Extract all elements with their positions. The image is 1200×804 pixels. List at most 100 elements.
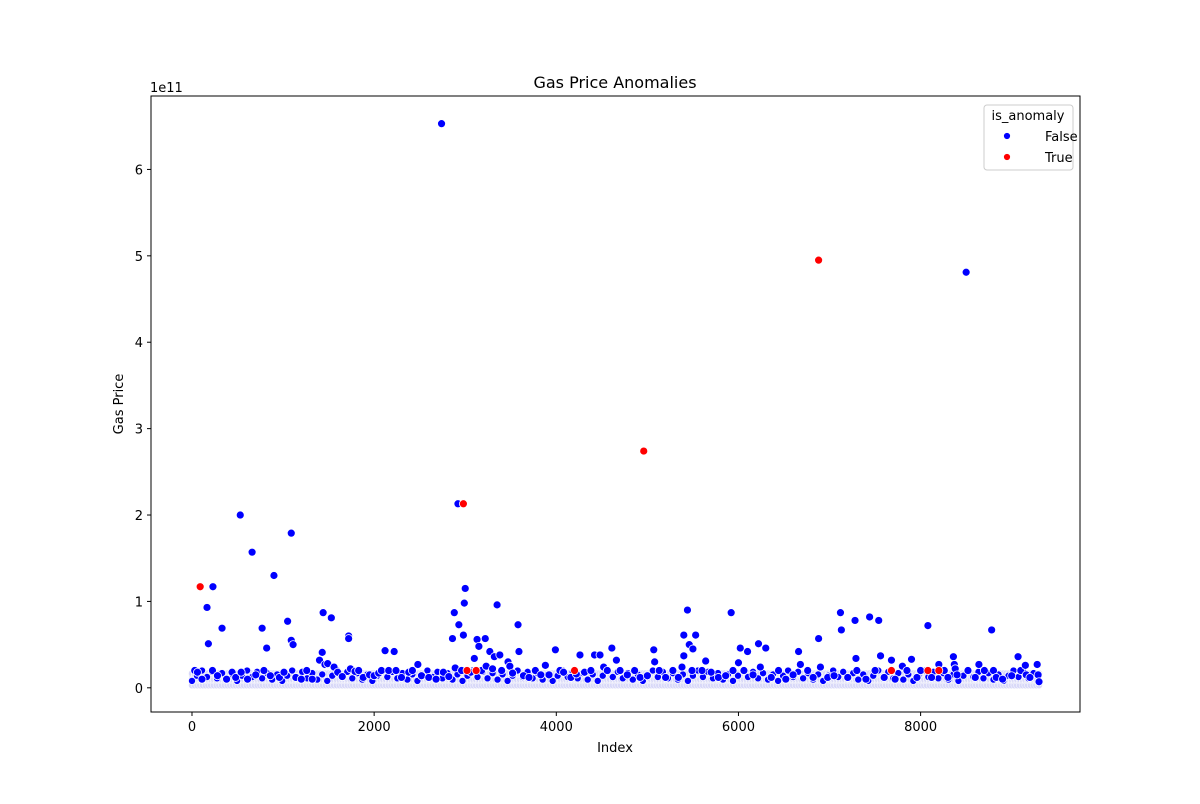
data-point-false [431, 674, 441, 684]
data-point-true [570, 666, 579, 675]
data-point-false [766, 673, 776, 682]
y-tick-label: 3 [135, 423, 143, 438]
data-point-false [979, 666, 989, 675]
data-point-false [559, 667, 568, 677]
data-point-false [222, 674, 231, 684]
data-point-true [639, 446, 649, 456]
data-point-false [193, 667, 202, 677]
y-tick-label: 2 [135, 509, 143, 524]
legend-label-false: False [1045, 130, 1078, 145]
y-tick-label: 6 [135, 163, 143, 178]
data-point-false [861, 674, 871, 684]
data-point-true [887, 666, 896, 675]
data-point-false [907, 654, 916, 664]
axes-layer: 0 2000 4000 6000 8000 0 1 2 3 4 5 6 [135, 95, 1081, 735]
data-point-false [1013, 652, 1023, 662]
data-point-false [803, 666, 813, 675]
data-point-false [739, 666, 749, 675]
data-point-false [852, 666, 862, 675]
data-point-false [816, 662, 825, 672]
data-point-false [649, 645, 659, 655]
data-point-false [743, 647, 752, 656]
data-point-false [876, 651, 885, 661]
data-point-false [318, 608, 328, 618]
data-point-false [615, 666, 625, 675]
data-point-false [488, 664, 497, 674]
data-point-false [701, 656, 711, 666]
data-point-false [483, 674, 492, 683]
data-point-true [471, 666, 481, 675]
data-point-false [251, 670, 261, 680]
data-point-false [583, 675, 592, 684]
data-point-false [417, 671, 426, 681]
legend-marker-true [1003, 153, 1011, 161]
data-point-false [607, 643, 617, 653]
data-point-false [231, 673, 241, 682]
data-point-false [380, 646, 390, 656]
data-point-false [235, 510, 245, 520]
data-point-false [448, 634, 457, 643]
data-point-false [469, 654, 479, 663]
data-point-false [480, 634, 490, 643]
axes-frame [150, 95, 1081, 713]
data-point-false [874, 616, 884, 625]
data-point-false [283, 616, 293, 626]
data-point-false [279, 667, 289, 677]
data-point-false [879, 673, 889, 682]
data-point-false [1020, 660, 1030, 670]
x-tick-label: 6000 [722, 720, 755, 735]
data-point-false [444, 672, 454, 681]
data-point-false [870, 666, 880, 675]
data-point-false [602, 666, 612, 675]
data-point-false [735, 643, 745, 653]
data-point-false [213, 671, 222, 681]
data-point-false [774, 677, 782, 685]
data-point-false [384, 666, 394, 675]
data-point-false [850, 616, 860, 625]
data-point-false [391, 666, 401, 675]
data-point-false [970, 673, 980, 682]
data-point-false [595, 650, 605, 660]
y-tick-label: 4 [135, 336, 143, 351]
data-point-false [354, 666, 364, 675]
data-point-false [243, 674, 252, 684]
data-point-false [495, 650, 505, 660]
data-point-false [586, 666, 596, 675]
data-point-false [258, 674, 266, 683]
series-false [190, 119, 1044, 687]
y-offset-text: 1e11 [150, 81, 183, 96]
data-point-false [781, 674, 791, 684]
data-point-false [684, 677, 692, 685]
data-point-false [836, 608, 845, 618]
data-point-false [814, 634, 824, 643]
data-point-true [462, 666, 472, 675]
data-point-false [575, 650, 585, 660]
data-point-false [679, 651, 689, 661]
data-point-false [318, 670, 327, 679]
data-point-false [650, 657, 660, 667]
data-point-false [961, 267, 971, 277]
data-point-false [259, 666, 269, 675]
data-point-false [1032, 660, 1042, 669]
data-point-false [593, 677, 602, 685]
data-point-false [668, 666, 678, 675]
data-point-false [536, 670, 546, 680]
data-point-false [503, 677, 512, 685]
y-tick-label: 0 [135, 682, 143, 697]
data-point-false [344, 634, 354, 643]
data-point-false [622, 670, 632, 680]
data-point-false [449, 608, 459, 618]
data-point-false [673, 673, 683, 682]
data-point-false [323, 677, 332, 685]
data-point-false [188, 677, 196, 685]
data-point-false [721, 671, 731, 681]
data-point-false [808, 673, 818, 682]
data-point-false [454, 620, 464, 630]
data-point-false [788, 670, 798, 680]
data-point-false [836, 625, 846, 635]
data-point-false [734, 671, 742, 680]
data-point-false [899, 675, 908, 684]
data-point-false [424, 673, 434, 682]
